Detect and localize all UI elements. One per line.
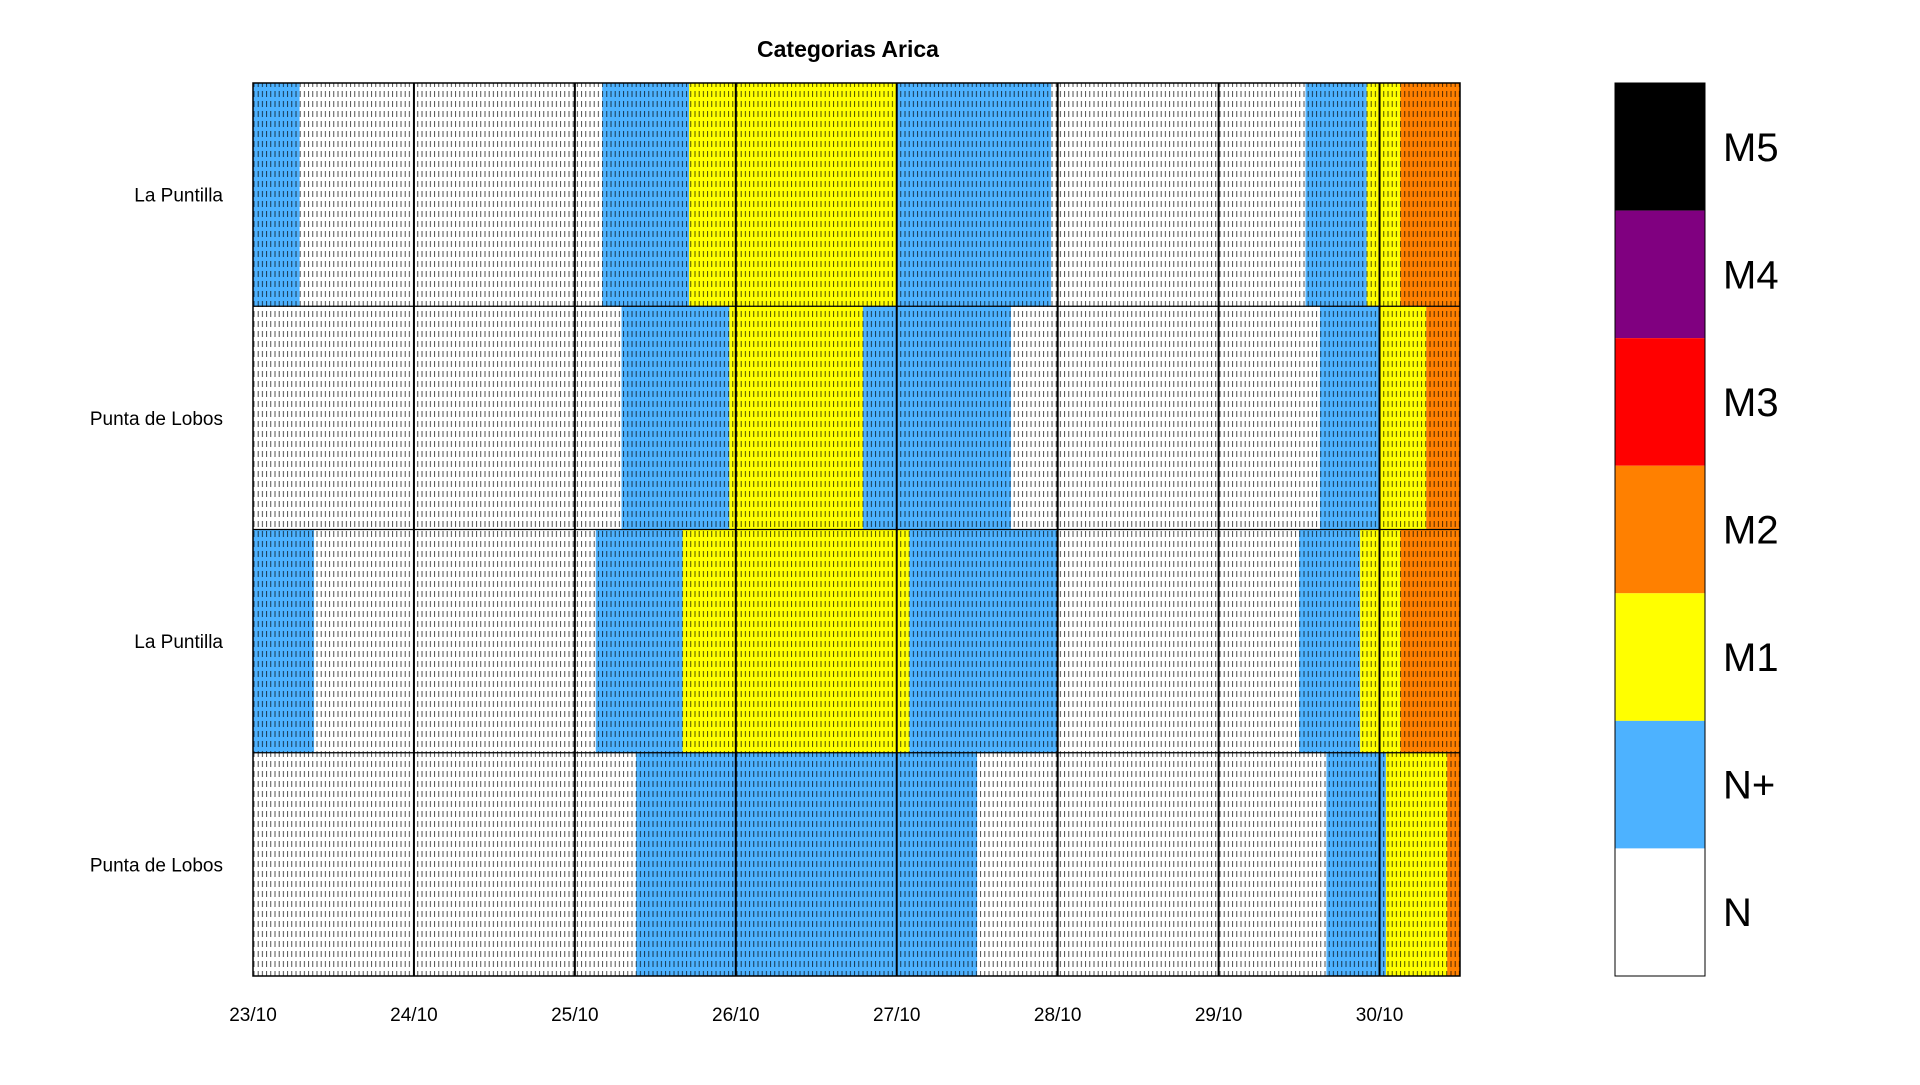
colorbar-swatch: [1615, 338, 1705, 466]
colorbar-label: M1: [1723, 636, 1779, 680]
colorbar-swatch: [1615, 210, 1705, 339]
colorbar-label: M4: [1723, 253, 1779, 297]
chart-title: Categorias Arica: [757, 36, 939, 62]
row-label: Punta de Lobos: [90, 409, 223, 430]
colorbar-swatch: [1615, 593, 1705, 721]
colorbar-border: [1614, 82, 1706, 977]
colorbar-label: N+: [1723, 764, 1775, 808]
x-tick-label: 27/10: [873, 1005, 921, 1026]
colorbar-swatch: [1615, 848, 1705, 976]
x-tick-label: 28/10: [1034, 1005, 1082, 1026]
x-tick-label: 26/10: [712, 1005, 760, 1026]
x-tick-label: 24/10: [390, 1005, 438, 1026]
colorbar-label: M3: [1723, 381, 1779, 425]
row-label: La Puntilla: [134, 632, 223, 653]
row-label: Punta de Lobos: [90, 855, 223, 876]
row-label: La Puntilla: [134, 186, 223, 207]
colorbar-swatch: [1615, 465, 1705, 594]
x-tick-label: 23/10: [229, 1005, 277, 1026]
x-tick-label: 25/10: [551, 1005, 599, 1026]
colorbar-label: M2: [1723, 509, 1779, 553]
colorbar-label: N: [1723, 891, 1752, 935]
colorbar-swatch: [1615, 83, 1705, 211]
colorbar-swatch: [1615, 720, 1705, 849]
x-tick-label: 30/10: [1356, 1005, 1404, 1026]
colorbar-label: M5: [1723, 126, 1779, 170]
plot-border: [252, 82, 1461, 977]
x-tick-label: 29/10: [1195, 1005, 1243, 1026]
